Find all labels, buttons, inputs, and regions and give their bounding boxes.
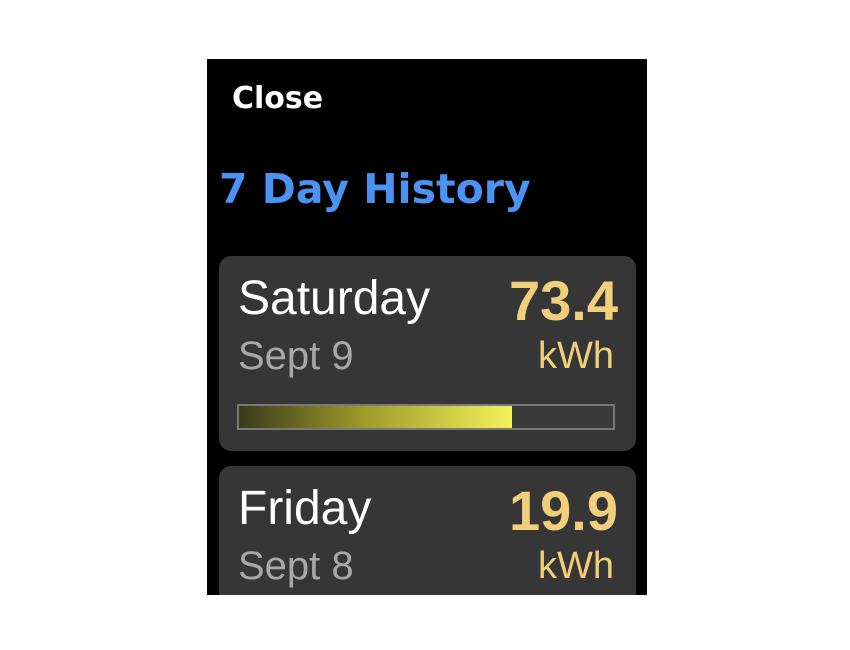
day-date: Sept 8 xyxy=(238,544,354,588)
page-title: 7 Day History xyxy=(219,165,531,213)
day-name: Friday xyxy=(238,482,372,535)
usage-bar xyxy=(237,404,615,430)
energy-value: 73.4 xyxy=(509,269,618,332)
energy-value: 19.9 xyxy=(509,479,618,542)
energy-unit: kWh xyxy=(538,545,614,587)
day-name: Saturday xyxy=(238,272,431,325)
day-date: Sept 9 xyxy=(238,334,354,378)
close-button[interactable]: Close xyxy=(232,81,324,116)
day-card-friday[interactable]: Friday Sept 8 19.9 kWh xyxy=(219,466,636,595)
watch-screen: Close 7 Day History Saturday Sept 9 73.4… xyxy=(207,59,647,595)
usage-bar-fill xyxy=(239,406,513,428)
day-card-saturday[interactable]: Saturday Sept 9 73.4 kWh xyxy=(219,256,636,451)
energy-unit: kWh xyxy=(538,335,614,377)
